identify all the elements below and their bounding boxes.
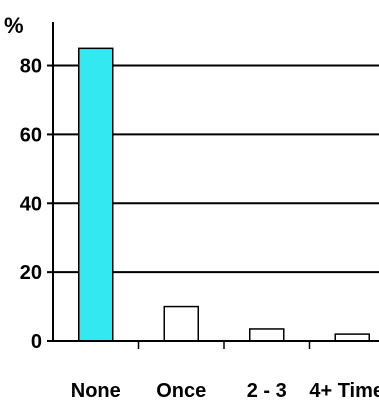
bar-once <box>163 305 199 342</box>
y-tick-label: 60 <box>20 124 42 146</box>
y-tick-label: 40 <box>20 193 42 215</box>
x-category-label: 2 - 3 <box>247 380 287 402</box>
bar-2-3 <box>249 328 285 342</box>
x-category-label: Once <box>156 380 206 402</box>
y-ticks: 0 20 40 60 80 <box>20 56 53 353</box>
y-tick-label: 20 <box>20 262 42 284</box>
y-tick-label: 0 <box>31 331 42 353</box>
bar-4-times <box>334 333 370 342</box>
bar-none <box>78 47 114 342</box>
bars <box>78 47 370 342</box>
x-ticks: None Once 2 - 3 4+ Times <box>71 341 379 402</box>
y-tick-label: 80 <box>20 56 42 78</box>
x-category-label: 4+ Times <box>309 380 379 402</box>
y-axis-unit-label: % <box>4 13 24 38</box>
axes <box>52 22 379 342</box>
x-category-label: None <box>71 380 121 402</box>
